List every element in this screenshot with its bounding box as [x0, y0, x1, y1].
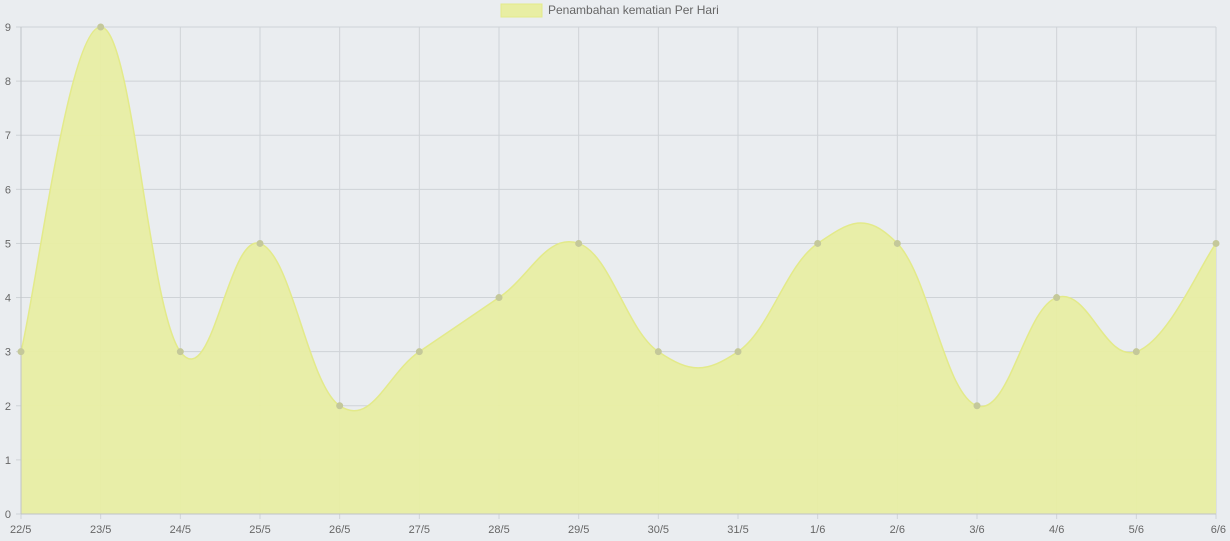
x-tick-label: 2/6	[890, 524, 905, 536]
y-tick-label: 1	[5, 455, 11, 467]
y-tick-label: 5	[5, 238, 11, 250]
x-tick-label: 3/6	[969, 524, 984, 536]
x-tick-label: 1/6	[810, 524, 825, 536]
x-tick-label: 6/6	[1211, 524, 1226, 536]
data-point[interactable]	[336, 402, 344, 410]
data-point[interactable]	[575, 239, 583, 247]
x-tick-label: 22/5	[10, 524, 31, 536]
data-point[interactable]	[893, 239, 901, 247]
y-tick-label: 3	[5, 347, 11, 359]
y-tick-label: 2	[5, 401, 11, 413]
x-tick-label: 25/5	[249, 524, 270, 536]
data-point[interactable]	[97, 23, 105, 31]
legend-label: Penambahan kematian Per Hari	[548, 3, 719, 17]
x-tick-label: 27/5	[409, 524, 430, 536]
data-point[interactable]	[1132, 348, 1140, 356]
data-point[interactable]	[415, 348, 423, 356]
data-point[interactable]	[734, 348, 742, 356]
data-points	[17, 23, 1220, 410]
y-tick-label: 8	[5, 76, 11, 88]
y-tick-label: 9	[5, 22, 11, 34]
legend-swatch	[500, 3, 543, 18]
series-area	[21, 27, 1216, 514]
x-tick-label: 28/5	[488, 524, 509, 536]
x-tick-label: 4/6	[1049, 524, 1064, 536]
data-point[interactable]	[1212, 239, 1220, 247]
y-tick-label: 0	[5, 509, 11, 521]
y-tick-label: 6	[5, 184, 11, 196]
data-point[interactable]	[1053, 294, 1061, 302]
plot-area	[20, 26, 1217, 515]
x-tick-label: 26/5	[329, 524, 350, 536]
x-tick-label: 24/5	[170, 524, 191, 536]
x-tick-label: 30/5	[648, 524, 669, 536]
data-point[interactable]	[495, 294, 503, 302]
data-point[interactable]	[973, 402, 981, 410]
y-axis-ticks: 0 1 2 3 4 5 6 7 8 9	[5, 22, 11, 521]
x-axis-ticks: 22/5 23/5 24/5 25/5 26/5 27/5 28/5 29/5 30/5 31/5…	[10, 524, 1226, 536]
y-tick-label: 7	[5, 130, 11, 142]
data-point[interactable]	[17, 348, 25, 356]
data-point[interactable]	[176, 348, 184, 356]
y-tick-label: 4	[5, 293, 11, 305]
data-point[interactable]	[256, 239, 264, 247]
data-point[interactable]	[814, 239, 822, 247]
x-tick-label: 29/5	[568, 524, 589, 536]
x-tick-label: 31/5	[727, 524, 748, 536]
x-tick-label: 23/5	[90, 524, 111, 536]
legend[interactable]: Penambahan kematian Per Hari	[500, 3, 719, 18]
x-tick-label: 5/6	[1129, 524, 1144, 536]
data-point[interactable]	[654, 348, 662, 356]
